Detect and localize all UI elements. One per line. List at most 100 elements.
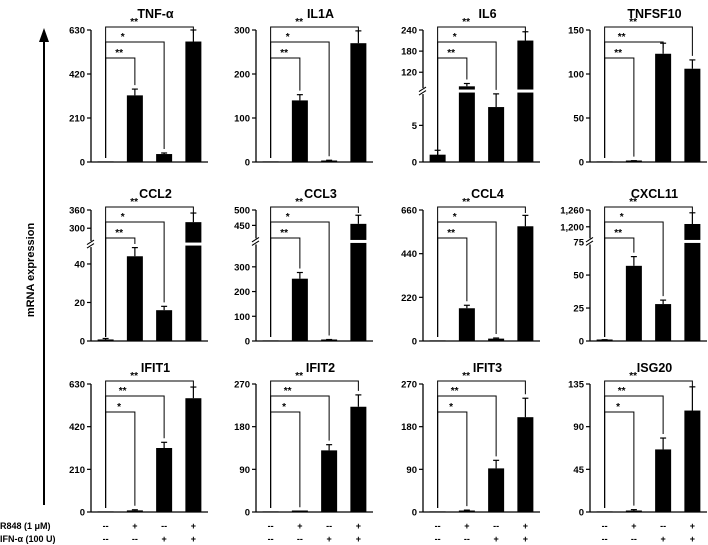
- condition-mark: +: [493, 534, 498, 544]
- significance-label: **: [629, 197, 637, 208]
- y-tick-label: 180: [401, 47, 417, 58]
- y-tick-label: 240: [401, 26, 417, 37]
- y-tick-label: 0: [245, 508, 250, 519]
- chart-title: CXCL11: [631, 187, 678, 201]
- y-tick-label: 630: [69, 380, 85, 391]
- y-tick-label: 300: [69, 224, 85, 235]
- y-tick-label: 270: [401, 380, 417, 391]
- y-tick-label: 420: [69, 70, 85, 81]
- bar-ctrl: [262, 161, 279, 162]
- significance-bracket: [105, 411, 136, 508]
- y-tick-label: 450: [234, 221, 250, 232]
- significance-label: **: [451, 386, 459, 397]
- significance-label: *: [117, 402, 121, 413]
- bar-r848: [291, 100, 308, 162]
- bar-r848-ifn: [185, 41, 202, 162]
- chart-title: TNF-α: [137, 7, 173, 21]
- y-tick-label: 0: [80, 158, 85, 169]
- y-tick-label: 75: [573, 238, 584, 249]
- significance-label: **: [295, 197, 303, 208]
- bar-ifn: [156, 154, 173, 162]
- significance-label: **: [629, 17, 637, 28]
- y-tick-label: 210: [69, 465, 85, 476]
- significance-label: *: [620, 212, 624, 223]
- axis-break-gap: [252, 238, 260, 245]
- bar-r848: [625, 510, 642, 512]
- y-tick-label: 100: [568, 70, 584, 81]
- significance-bracket: [437, 26, 526, 158]
- condition-mark: +: [132, 521, 137, 531]
- y-tick-label: 200: [234, 287, 250, 298]
- significance-label: *: [121, 32, 125, 43]
- chart-title: CCL2: [139, 187, 172, 201]
- significance-label: **: [295, 17, 303, 28]
- y-tick-label: 0: [412, 158, 417, 169]
- y-tick-label: 0: [245, 158, 250, 169]
- significance-label: **: [130, 17, 138, 28]
- bar-r848-ifn: [684, 68, 701, 162]
- significance-bracket: [105, 380, 194, 508]
- chart-title: IL1A: [307, 7, 334, 21]
- significance-label: **: [462, 17, 470, 28]
- axis-break-mark: [86, 243, 95, 249]
- bar-r848: [126, 95, 143, 162]
- y-tick-label: 0: [80, 508, 85, 519]
- condition-mark: +: [326, 534, 331, 544]
- y-tick-label: 500: [234, 206, 250, 217]
- condition-mark: --: [326, 521, 332, 531]
- chart-title: IFIT3: [473, 361, 502, 375]
- bar-r848: [126, 256, 143, 341]
- bar-r848-ifn: [185, 222, 202, 341]
- y-tick-label: 420: [69, 422, 85, 433]
- bar-r848-ifn: [517, 40, 534, 163]
- condition-mark: --: [631, 534, 637, 544]
- condition-mark: --: [602, 521, 608, 531]
- y-tick-label: 45: [573, 465, 584, 476]
- condition-row-label: IFN-α (100 U): [0, 534, 56, 544]
- condition-mark: --: [660, 521, 666, 531]
- bar-ctrl: [97, 161, 114, 162]
- condition-mark: +: [690, 534, 695, 544]
- bar-ifn: [156, 448, 173, 512]
- bar-break: [349, 239, 368, 243]
- bar-ctrl: [429, 340, 446, 341]
- condition-mark: --: [103, 521, 109, 531]
- condition-mark: +: [523, 534, 528, 544]
- chart-title: IFIT1: [141, 361, 170, 375]
- bar-break: [457, 89, 476, 93]
- chart-title: CCL4: [471, 187, 504, 201]
- axis-break-mark: [251, 240, 260, 246]
- axis-break-gap: [87, 241, 95, 248]
- y-tick-label: 0: [80, 337, 85, 348]
- condition-mark: --: [602, 534, 608, 544]
- y-tick-label: 0: [579, 337, 584, 348]
- bar-r848-ifn: [517, 226, 534, 341]
- significance-label: *: [453, 32, 457, 43]
- significance-bracket: [604, 57, 635, 158]
- bar-ifn: [655, 53, 672, 163]
- significance-label: **: [115, 48, 123, 59]
- y-tick-label: 120: [401, 68, 417, 79]
- bar-break: [516, 89, 535, 93]
- bar-ifn: [655, 304, 672, 341]
- condition-mark: --: [268, 534, 274, 544]
- significance-label: **: [295, 371, 303, 382]
- bar-ctrl: [429, 511, 446, 512]
- axis-break-mark: [251, 236, 260, 243]
- bar-r848-ifn: [185, 398, 202, 512]
- significance-bracket: [270, 26, 359, 158]
- y-tick-label: 0: [579, 158, 584, 169]
- significance-label: *: [286, 32, 290, 43]
- significance-label: **: [280, 228, 288, 239]
- bar-r848-ifn: [517, 417, 534, 512]
- bar-r848-ifn: [684, 223, 701, 341]
- significance-label: **: [614, 48, 622, 59]
- condition-mark: --: [435, 521, 441, 531]
- condition-mark: +: [161, 534, 166, 544]
- significance-label: *: [121, 212, 125, 223]
